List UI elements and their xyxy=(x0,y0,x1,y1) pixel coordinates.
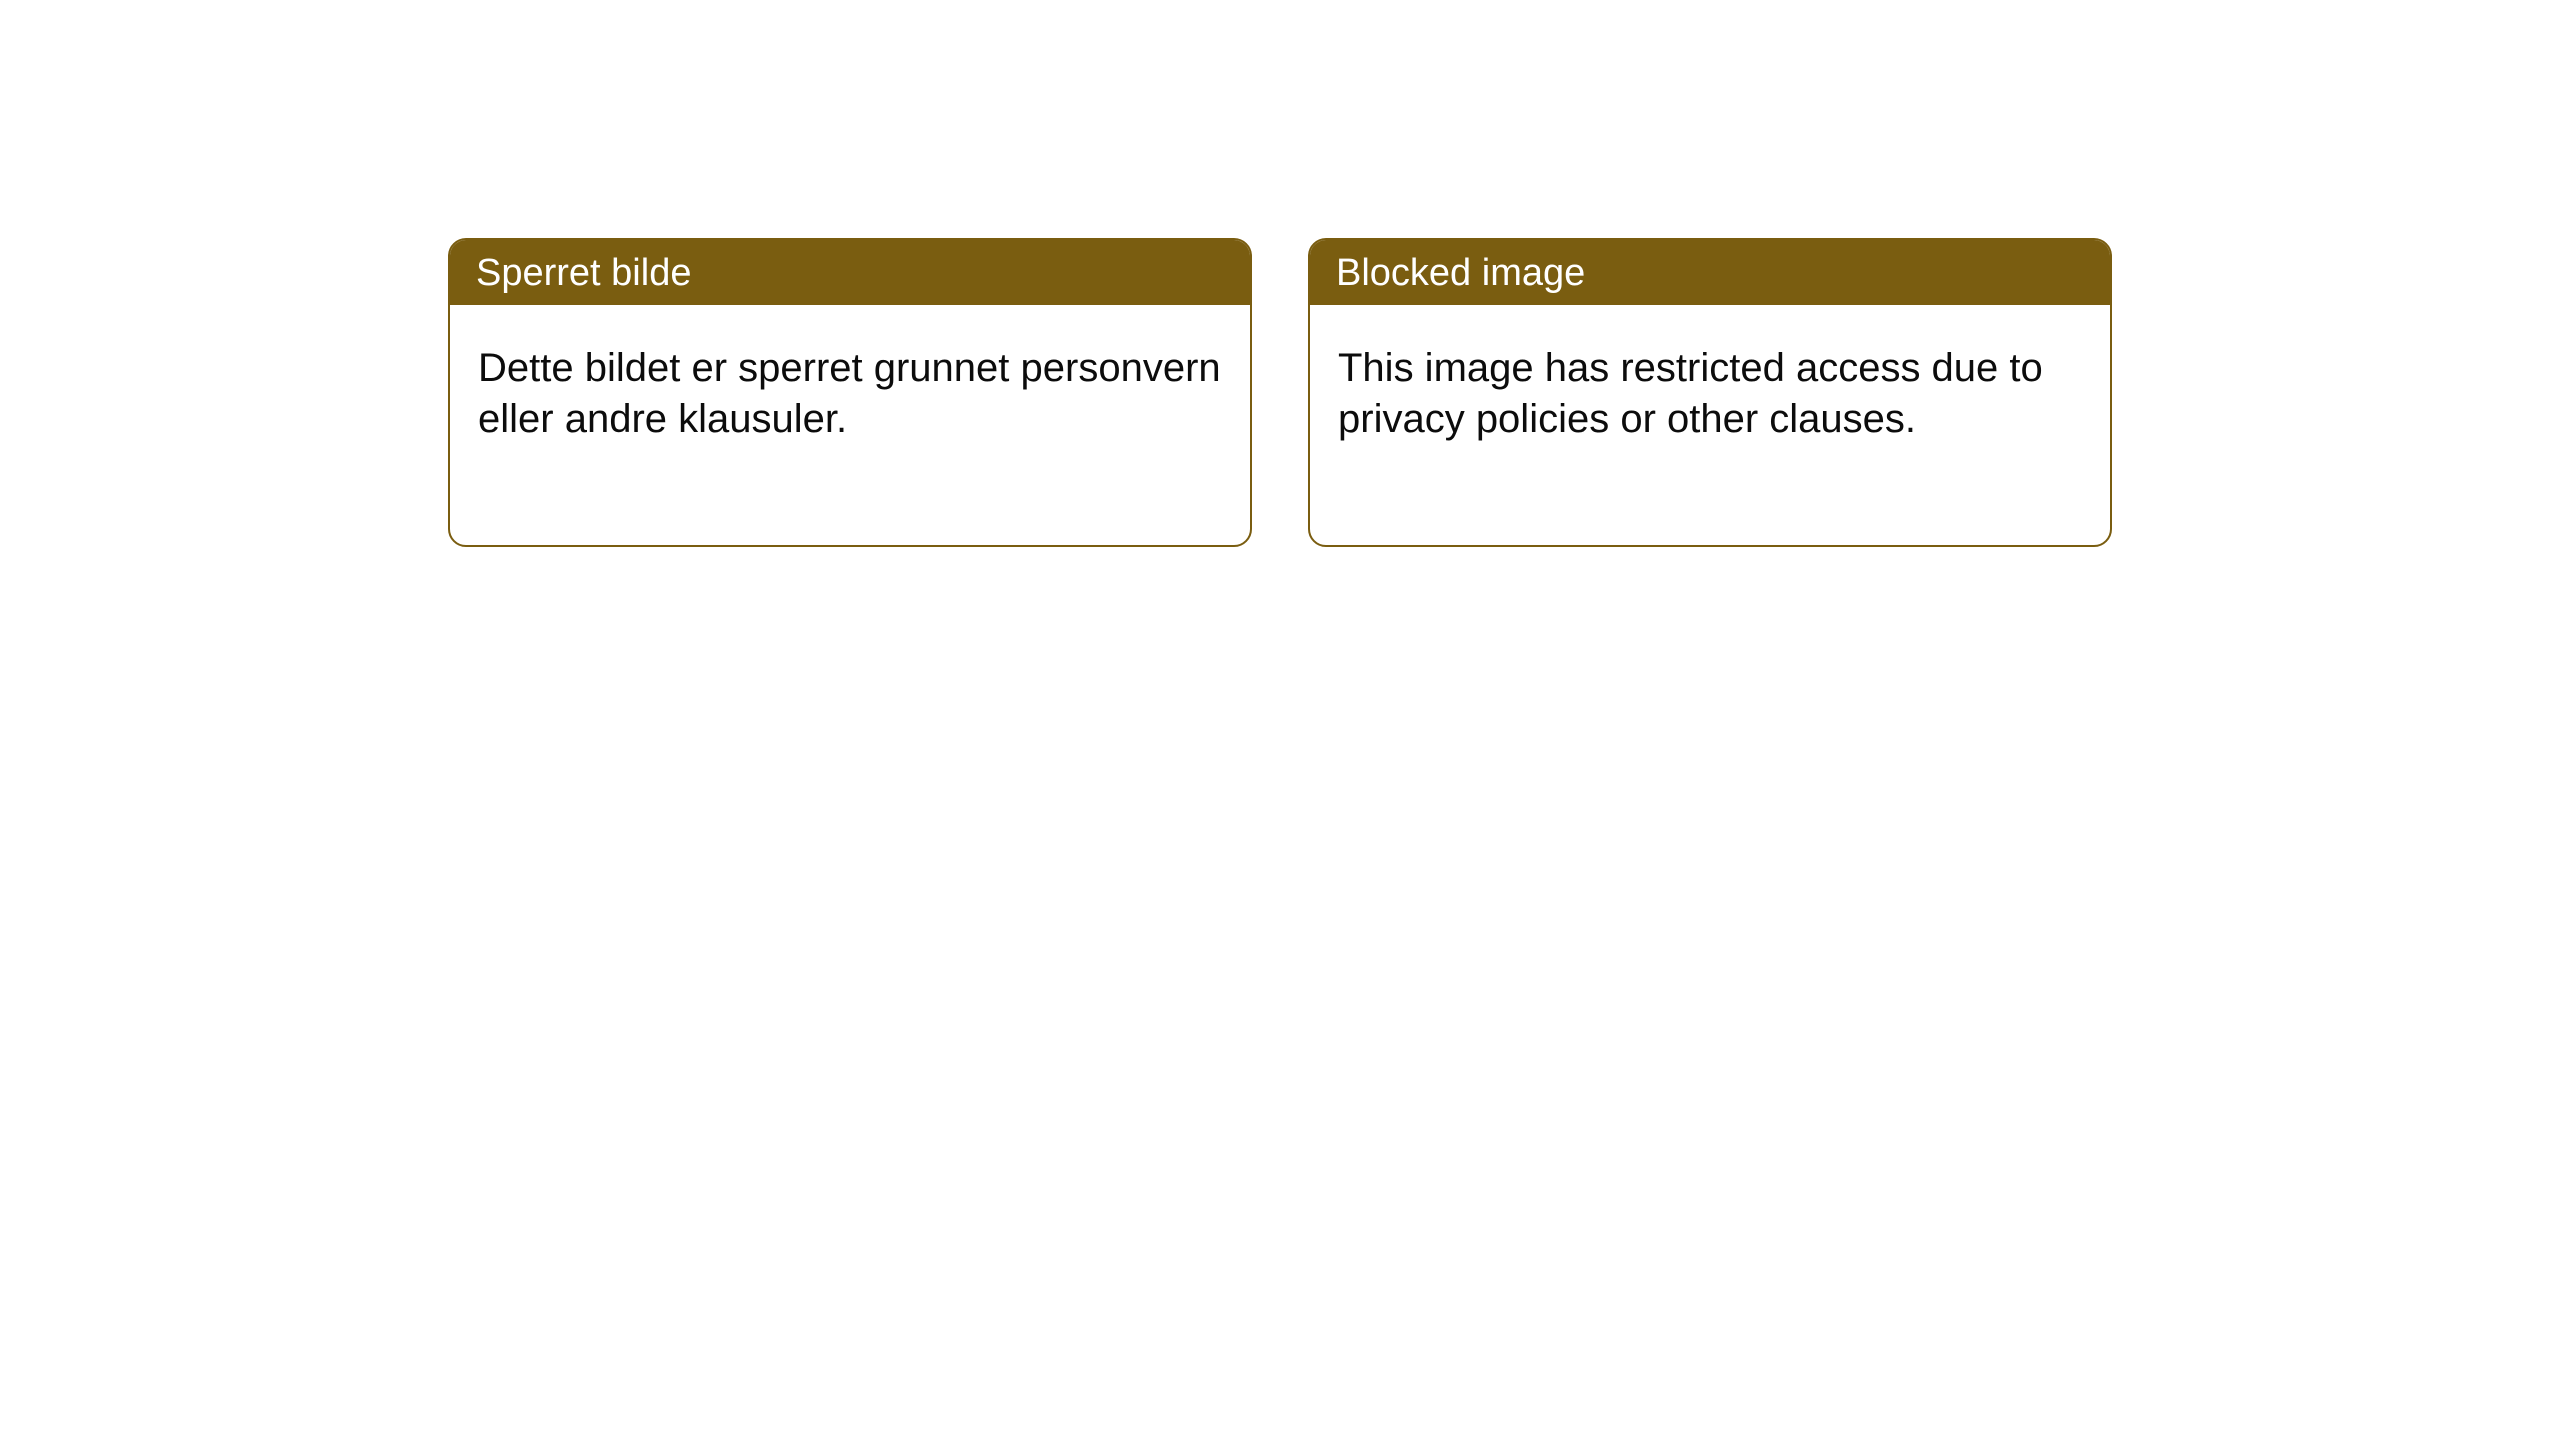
notice-body-text: Dette bildet er sperret grunnet personve… xyxy=(478,346,1221,441)
notice-body: Dette bildet er sperret grunnet personve… xyxy=(450,305,1250,545)
notice-cards-container: Sperret bilde Dette bildet er sperret gr… xyxy=(448,238,2560,547)
notice-header: Sperret bilde xyxy=(450,240,1250,305)
notice-card-norwegian: Sperret bilde Dette bildet er sperret gr… xyxy=(448,238,1252,547)
notice-title: Blocked image xyxy=(1336,252,1585,294)
notice-header: Blocked image xyxy=(1310,240,2110,305)
notice-body-text: This image has restricted access due to … xyxy=(1338,346,2043,441)
notice-title: Sperret bilde xyxy=(476,252,691,294)
notice-card-english: Blocked image This image has restricted … xyxy=(1308,238,2112,547)
notice-body: This image has restricted access due to … xyxy=(1310,305,2110,545)
